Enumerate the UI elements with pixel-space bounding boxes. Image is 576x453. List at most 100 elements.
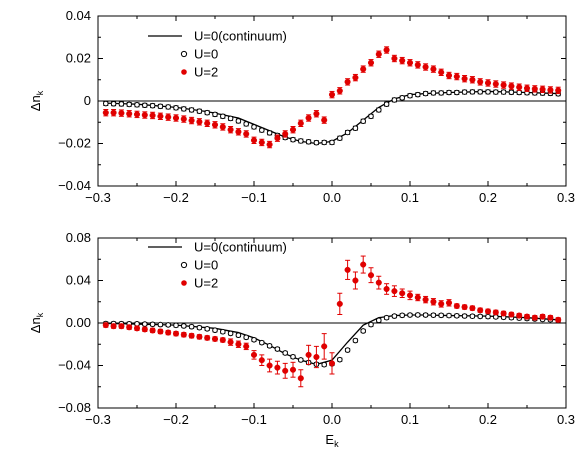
x-axis-label: Ek — [325, 432, 339, 449]
data-point — [266, 343, 273, 349]
data-point — [259, 339, 265, 346]
data-point — [250, 137, 258, 144]
legend-marker-swatch — [180, 50, 188, 58]
data-point — [196, 333, 203, 340]
data-point — [165, 114, 172, 121]
data-point — [446, 89, 452, 96]
data-point — [102, 322, 109, 329]
data-point — [305, 351, 312, 358]
data-point — [250, 351, 258, 358]
data-point — [391, 97, 398, 103]
data-point — [172, 330, 180, 337]
data-point — [352, 125, 359, 131]
x-tick-label: 0.2 — [479, 190, 497, 205]
data-point — [469, 89, 476, 95]
data-point — [430, 312, 437, 318]
top-panel: −0.3 −0.2 −0.1 0.0 0.1 0.2 0.3 −0.04 −0.02 0 0.02 0… — [28, 8, 575, 205]
data-point — [110, 100, 117, 107]
data-point — [422, 63, 429, 71]
data-point — [126, 324, 133, 331]
data-point — [157, 103, 164, 110]
data-point — [399, 95, 406, 101]
x-tick-label: 0.2 — [479, 412, 497, 427]
legend-label: U=0(continuum) — [194, 29, 287, 44]
data-point — [290, 353, 296, 360]
data-point — [344, 347, 351, 353]
bottom-panel: −0.3 −0.2 −0.1 0.0 0.1 0.2 0.3 −0.08 −0.04 0.00 0.… — [28, 230, 575, 449]
legend-label: U=0 — [194, 47, 218, 62]
data-point — [337, 356, 343, 363]
data-point — [461, 304, 468, 311]
data-point — [516, 89, 523, 96]
data-point — [508, 311, 515, 318]
data-point — [204, 109, 210, 116]
data-point — [321, 139, 328, 146]
x-tick-label: 0.3 — [557, 412, 575, 427]
y-tick-label: 0.04 — [66, 273, 91, 288]
data-point — [235, 128, 242, 135]
data-point — [243, 130, 250, 137]
data-point — [446, 312, 452, 319]
data-point — [266, 362, 273, 369]
data-point — [453, 302, 460, 310]
data-point — [188, 107, 195, 113]
data-point — [438, 90, 445, 96]
data-point — [555, 316, 562, 323]
data-point — [204, 334, 211, 341]
data-point — [328, 360, 336, 367]
data-point — [149, 102, 156, 109]
legend-label: U=2 — [194, 276, 218, 291]
y-tick-label: −0.02 — [58, 136, 91, 151]
data-point — [383, 285, 390, 293]
data-point — [383, 46, 390, 54]
data-point — [266, 130, 273, 136]
data-point — [227, 115, 234, 122]
data-point — [406, 292, 414, 299]
x-tick-label: −0.3 — [85, 412, 111, 427]
data-point — [313, 139, 320, 146]
data-point — [298, 357, 304, 363]
data-point — [375, 279, 382, 286]
data-point — [219, 123, 226, 130]
data-point — [142, 102, 148, 109]
data-point — [438, 69, 445, 76]
data-point — [133, 111, 141, 118]
data-point — [461, 89, 468, 95]
data-point — [500, 310, 507, 317]
data-point — [485, 89, 491, 95]
y-axis-label-main: Δn — [28, 95, 43, 111]
data-point — [352, 277, 359, 284]
y-tick-label: −0.08 — [58, 400, 91, 415]
data-point — [134, 102, 140, 108]
data-point — [367, 272, 375, 279]
data-point — [305, 114, 312, 122]
data-point — [204, 326, 210, 332]
data-point — [282, 130, 289, 137]
data-point — [141, 111, 148, 119]
data-point — [227, 330, 234, 337]
series-u-2 — [102, 46, 562, 149]
data-point — [165, 329, 172, 336]
legend-marker-swatch — [181, 69, 187, 75]
data-point — [266, 141, 273, 148]
data-point — [149, 112, 156, 119]
series-u-0 — [103, 312, 562, 368]
data-point — [376, 107, 382, 113]
legend-marker-swatch — [180, 261, 188, 269]
data-point — [305, 139, 312, 145]
data-point — [204, 120, 211, 127]
data-point — [453, 73, 460, 80]
y-tick-label: 0 — [84, 93, 91, 108]
data-point — [484, 308, 492, 315]
data-point — [399, 57, 406, 64]
data-point — [484, 79, 492, 86]
data-point — [368, 321, 374, 328]
data-point — [376, 317, 382, 324]
legend: U=0(continuum) U=0 U=2 — [148, 240, 287, 291]
data-point — [414, 61, 421, 68]
data-point — [360, 66, 367, 73]
data-point — [391, 288, 398, 295]
data-point — [251, 124, 257, 130]
data-point — [407, 312, 413, 318]
data-point — [485, 313, 491, 320]
